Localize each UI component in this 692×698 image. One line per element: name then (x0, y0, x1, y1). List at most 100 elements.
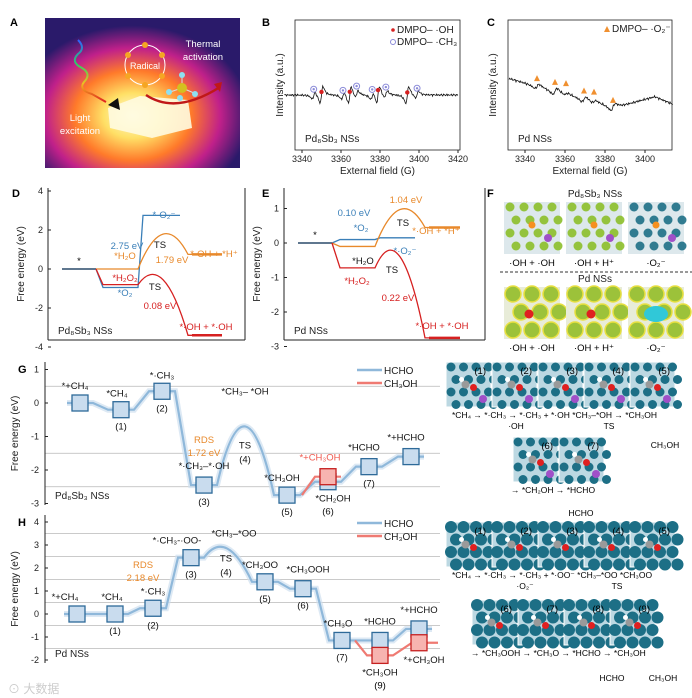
pd-atom (476, 636, 488, 649)
panel-f-bottom-title: Pd NSs (578, 274, 612, 285)
pd-atom (566, 321, 584, 339)
ch3oh-label: *+CH₃OH (299, 453, 340, 464)
sample-label: Pd₈Sb₃ NSs (305, 134, 359, 145)
pd-atom (531, 475, 540, 484)
atom (643, 228, 653, 238)
panel-letter-g: G (18, 364, 27, 376)
c-atom (553, 540, 562, 549)
x-axis-label: External field (G) (552, 166, 627, 177)
pd-atom (492, 387, 502, 397)
energy-path-h2o2 (95, 268, 222, 336)
pd-atom (483, 599, 496, 611)
barrier-label: 0.10 eV (338, 208, 371, 219)
pd-atom (537, 521, 549, 533)
legend-ch3-label: DMPO– ·CH₃ (397, 37, 457, 48)
o-atom (654, 384, 661, 391)
pd-atom (492, 362, 502, 372)
ch3oh-marker (319, 468, 337, 486)
tile-number: (9) (638, 604, 650, 615)
pd-atom (518, 475, 528, 484)
pd-atom (646, 624, 659, 636)
pd-atom (635, 400, 645, 409)
pd-atom (522, 636, 534, 649)
pd-atom (639, 636, 651, 649)
pd-atom (497, 400, 507, 409)
pd-atom (585, 321, 603, 339)
pd-atom (457, 546, 470, 558)
pd-atom (550, 303, 568, 321)
intermediate-marker (182, 549, 200, 567)
pd-atom (602, 475, 611, 484)
pd-atom (542, 533, 554, 546)
intermediate-marker (153, 382, 171, 400)
intermediate-marker (71, 394, 89, 412)
o-atom (537, 459, 544, 466)
pd-atom (584, 387, 594, 397)
h-atom (643, 377, 648, 382)
c-atom (553, 380, 562, 389)
pd-atom (522, 375, 532, 384)
panel-f-caption: ·OH + ·OH (509, 343, 555, 354)
o-atom (608, 384, 615, 391)
hcho-path (67, 390, 424, 497)
pd-atom (503, 521, 516, 533)
pd-atom (628, 285, 646, 303)
o-atom (562, 544, 569, 551)
pd-atom (600, 558, 613, 571)
o-atom (586, 309, 596, 319)
pd-atom (464, 400, 473, 409)
c-atom (461, 540, 470, 549)
atom (609, 202, 619, 212)
intermediate-marker (294, 580, 312, 598)
y-axis-label: Free energy (eV) (10, 551, 21, 627)
ch3oh-marker (410, 634, 428, 652)
pd-atom (626, 636, 639, 649)
atom (533, 202, 543, 212)
intermediate-label: *CH₄ (101, 592, 122, 603)
tile-number: (3) (566, 526, 578, 537)
atom (519, 228, 529, 238)
state-label: TS (397, 218, 409, 229)
pd-atom (567, 533, 579, 546)
pd-atom (568, 611, 580, 624)
ch3-peak-marker (339, 86, 347, 94)
pd-atom (547, 636, 559, 649)
c-atom (507, 540, 516, 549)
x-tick-label: 3340 (515, 154, 535, 164)
pd-atom (641, 521, 654, 533)
ch3-peak-marker (353, 82, 361, 90)
pd-atom (673, 400, 682, 409)
pd-atom (659, 558, 671, 571)
h-atom (531, 615, 536, 620)
sb-atom (663, 395, 671, 403)
c-atom (599, 380, 608, 389)
step-number: (7) (363, 479, 375, 490)
pd-atom (508, 558, 521, 571)
x-tick-label: 3340 (292, 154, 312, 164)
pd-atom (513, 437, 523, 447)
state-label: *·O₂⁻ (394, 246, 417, 257)
reaction-sequence: → *CH₃OOH → *CH₃O → *HCHO → *CH₃OH (471, 648, 646, 658)
pd-atom (609, 599, 621, 611)
y-tick-label: -1 (31, 632, 39, 642)
c-atom (645, 380, 654, 389)
pd-atom (450, 558, 462, 571)
pd-atom (445, 546, 457, 558)
c-atom (461, 380, 470, 389)
thermal-label: Thermal (186, 39, 221, 50)
panel-letter-e: E (262, 188, 269, 200)
h-atom (459, 377, 464, 382)
atom (663, 241, 673, 251)
pd-atom (446, 387, 456, 397)
pd-atom (648, 400, 657, 409)
pd-atom (476, 375, 486, 384)
y-tick-label: -2 (31, 655, 39, 665)
y-axis-label: Free energy (eV) (16, 226, 27, 302)
state-label: *H₂O₂ (344, 276, 370, 287)
intermediate-label: *HCHO (348, 443, 380, 454)
pd-atom (566, 285, 584, 303)
energy-path-h2o2 (331, 242, 460, 339)
state-label: TS (154, 240, 166, 251)
atom (519, 202, 529, 212)
